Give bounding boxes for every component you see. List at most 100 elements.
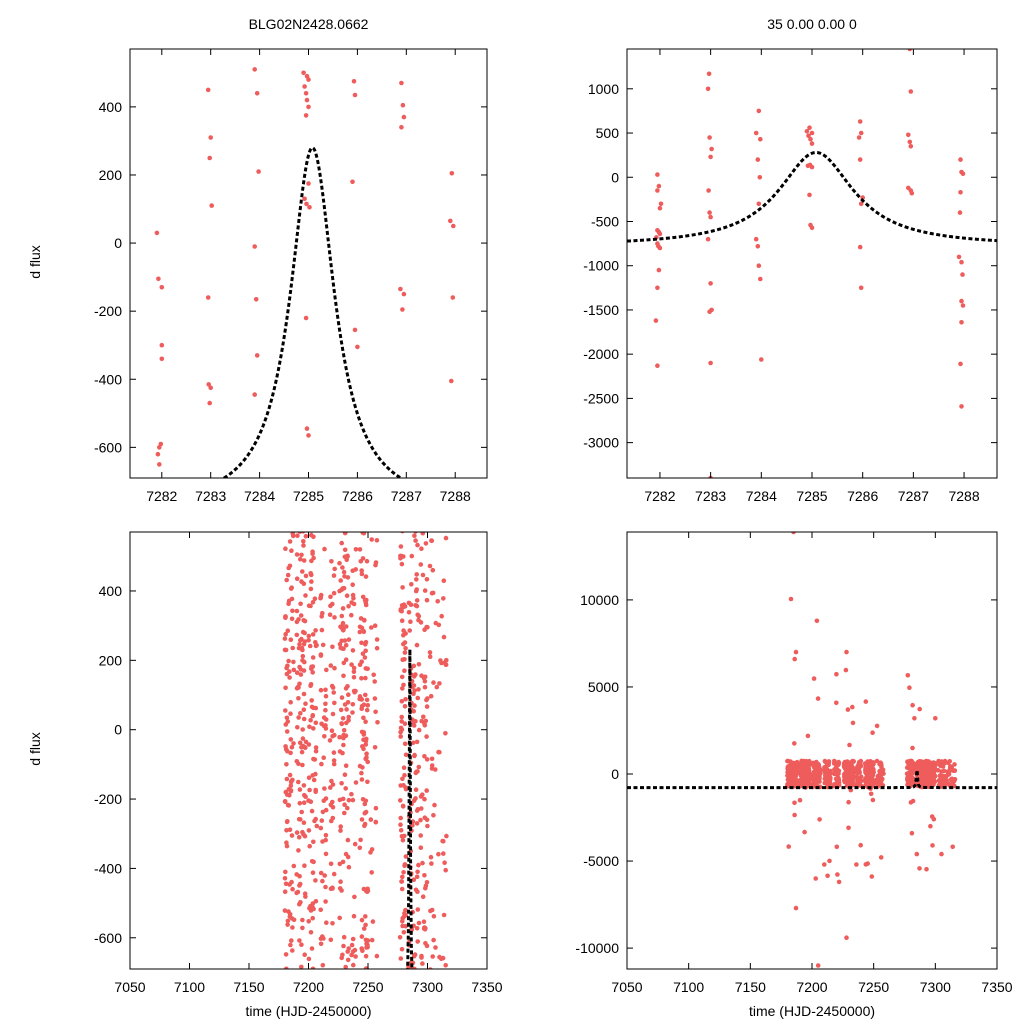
data-point bbox=[836, 879, 842, 885]
data-point bbox=[814, 759, 819, 765]
data-point bbox=[307, 724, 312, 730]
data-point bbox=[338, 879, 343, 884]
data-point bbox=[328, 479, 333, 484]
data-point bbox=[350, 936, 356, 942]
x-tick-label: 7284 bbox=[746, 488, 777, 504]
data-point bbox=[342, 574, 347, 579]
x-axis-label-left: time (HJD-2450000) bbox=[245, 1003, 372, 1019]
x-tick-label: 7282 bbox=[644, 488, 675, 504]
data-point bbox=[399, 879, 404, 884]
data-point bbox=[309, 946, 315, 951]
data-point bbox=[301, 716, 307, 722]
data-point bbox=[298, 613, 304, 618]
data-point bbox=[330, 644, 335, 650]
data-point bbox=[318, 687, 324, 693]
data-point bbox=[282, 908, 288, 913]
data-point bbox=[800, 775, 806, 781]
data-point bbox=[352, 327, 358, 333]
data-point bbox=[399, 504, 404, 509]
data-point bbox=[342, 511, 347, 516]
data-point bbox=[428, 908, 433, 914]
data-point bbox=[950, 777, 955, 783]
data-point bbox=[879, 765, 884, 770]
data-point bbox=[849, 764, 855, 769]
x-tick-label: 7050 bbox=[114, 979, 145, 995]
data-point bbox=[400, 919, 405, 924]
data-point bbox=[401, 114, 407, 120]
data-point bbox=[424, 519, 429, 524]
data-point bbox=[413, 672, 418, 677]
data-point bbox=[342, 772, 348, 777]
x-tick-label: 7050 bbox=[611, 979, 642, 995]
data-point bbox=[159, 356, 165, 362]
data-point bbox=[345, 837, 351, 843]
data-point bbox=[398, 544, 404, 549]
y-tick-label: 200 bbox=[99, 167, 123, 183]
data-point bbox=[374, 953, 380, 959]
data-point bbox=[357, 694, 363, 699]
data-point bbox=[797, 797, 803, 803]
data-point bbox=[401, 682, 406, 688]
data-point bbox=[403, 907, 408, 913]
data-point bbox=[399, 727, 405, 732]
chart-title-right: 35 0.00 0.00 0 bbox=[767, 16, 857, 32]
data-point bbox=[304, 473, 309, 478]
data-point bbox=[415, 542, 420, 548]
data-point bbox=[360, 651, 366, 656]
data-point bbox=[374, 637, 380, 642]
data-point bbox=[364, 945, 369, 950]
data-point bbox=[825, 873, 830, 879]
data-point bbox=[158, 441, 164, 447]
data-point bbox=[341, 742, 346, 748]
data-point bbox=[846, 825, 851, 831]
data-point bbox=[935, 768, 941, 773]
data-point bbox=[297, 515, 302, 520]
axes-frame bbox=[129, 48, 488, 479]
data-point bbox=[880, 776, 885, 782]
data-point bbox=[929, 772, 934, 778]
data-point bbox=[431, 680, 436, 685]
data-point bbox=[909, 764, 914, 770]
data-point bbox=[419, 806, 424, 811]
data-point bbox=[298, 672, 304, 677]
data-point bbox=[425, 823, 430, 829]
data-point bbox=[313, 771, 318, 777]
data-point bbox=[809, 141, 815, 146]
data-point bbox=[323, 707, 328, 713]
data-point bbox=[322, 503, 327, 508]
data-point bbox=[929, 765, 934, 770]
data-point bbox=[341, 660, 347, 666]
y-tick-label: 0 bbox=[114, 722, 122, 738]
data-point bbox=[423, 718, 429, 724]
x-tick-label: 7288 bbox=[948, 488, 979, 504]
data-point bbox=[440, 955, 446, 961]
data-point bbox=[341, 569, 347, 575]
data-point bbox=[868, 791, 874, 797]
data-point bbox=[363, 642, 368, 647]
data-point bbox=[155, 451, 161, 457]
data-point bbox=[850, 720, 856, 726]
data-point bbox=[843, 667, 849, 673]
data-point bbox=[310, 632, 316, 637]
data-point bbox=[287, 675, 292, 680]
data-point bbox=[422, 796, 427, 802]
data-point bbox=[297, 901, 302, 907]
data-point bbox=[350, 702, 356, 707]
data-point bbox=[941, 768, 947, 774]
data-point bbox=[294, 576, 300, 581]
data-point bbox=[300, 917, 305, 923]
data-point bbox=[419, 718, 425, 724]
data-point bbox=[401, 870, 406, 875]
data-point bbox=[434, 486, 439, 491]
chart-title-left: BLG02N2428.0662 bbox=[248, 16, 369, 32]
data-point bbox=[359, 706, 365, 711]
data-point bbox=[401, 291, 407, 297]
data-point bbox=[412, 703, 417, 708]
data-point bbox=[400, 532, 405, 534]
data-point bbox=[306, 828, 312, 833]
data-point bbox=[958, 157, 963, 162]
data-point bbox=[947, 759, 952, 764]
data-point bbox=[351, 515, 356, 520]
data-point bbox=[358, 472, 363, 477]
data-point bbox=[343, 763, 349, 768]
